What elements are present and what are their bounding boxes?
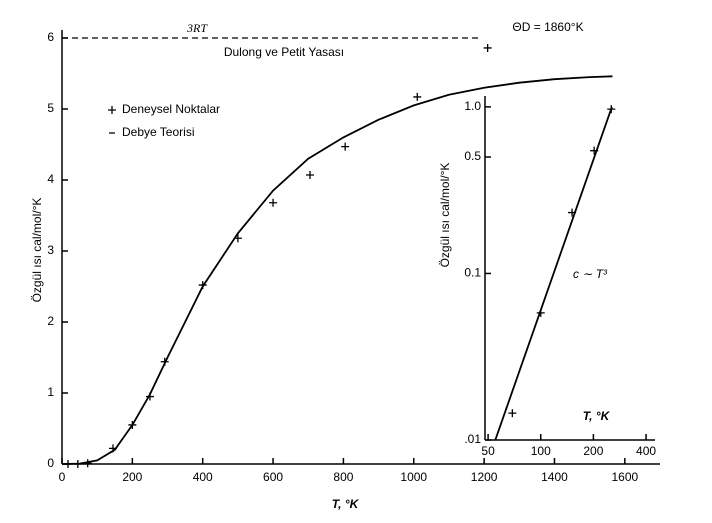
reference-label: 3RT xyxy=(186,21,208,35)
legend-marker xyxy=(108,106,116,114)
x-tick-label: 1600 xyxy=(611,470,638,484)
x-tick-label: 400 xyxy=(636,444,656,458)
data-line xyxy=(494,106,613,441)
y-tick-label: 1 xyxy=(47,385,54,399)
x-tick-label: 1400 xyxy=(541,470,568,484)
x-tick-label: 400 xyxy=(193,470,213,484)
y-tick-label: 1.0 xyxy=(464,99,481,113)
annotation: ΘD = 1860°K xyxy=(512,20,583,34)
y-tick-label: 3 xyxy=(47,243,54,257)
data-point xyxy=(269,198,278,207)
x-tick-label: 200 xyxy=(122,470,142,484)
y-tick-label: 2 xyxy=(47,314,54,328)
y-tick-label: 0.1 xyxy=(464,266,481,280)
y-tick-label: 4 xyxy=(47,172,54,186)
x-tick-label: 0 xyxy=(59,470,66,484)
x-tick-label: 1200 xyxy=(471,470,498,484)
x-tick-label: 100 xyxy=(531,444,551,458)
x-axis-label: T, °K xyxy=(332,497,360,511)
data-point xyxy=(483,43,492,52)
data-point xyxy=(508,409,517,418)
reference-text: Dulong ve Petit Yasası xyxy=(224,45,344,59)
y-tick-label: 0 xyxy=(47,456,54,470)
x-tick-label: 1000 xyxy=(400,470,427,484)
x-axis-label: T, °K xyxy=(583,409,611,423)
y-tick-label: 6 xyxy=(47,30,54,44)
data-line xyxy=(61,75,613,465)
y-tick-label: .01 xyxy=(464,432,481,446)
x-tick-label: 50 xyxy=(481,444,495,458)
data-point xyxy=(341,142,350,151)
y-axis-label: Özgül ısı cal/mol/°K xyxy=(30,198,44,303)
legend-label: Deneysel Noktalar xyxy=(122,102,220,116)
x-tick-label: 600 xyxy=(263,470,283,484)
annotation: c ∼ T³ xyxy=(573,267,608,281)
y-tick-label: 0.5 xyxy=(464,149,481,163)
y-axis-label: Özgül ısı cal/mol/°K xyxy=(438,163,452,268)
data-point xyxy=(413,92,422,101)
legend-label: Debye Teorisi xyxy=(122,125,194,139)
x-tick-label: 200 xyxy=(583,444,603,458)
x-tick-label: 800 xyxy=(333,470,353,484)
y-tick-label: 5 xyxy=(47,101,54,115)
data-point xyxy=(305,171,314,180)
